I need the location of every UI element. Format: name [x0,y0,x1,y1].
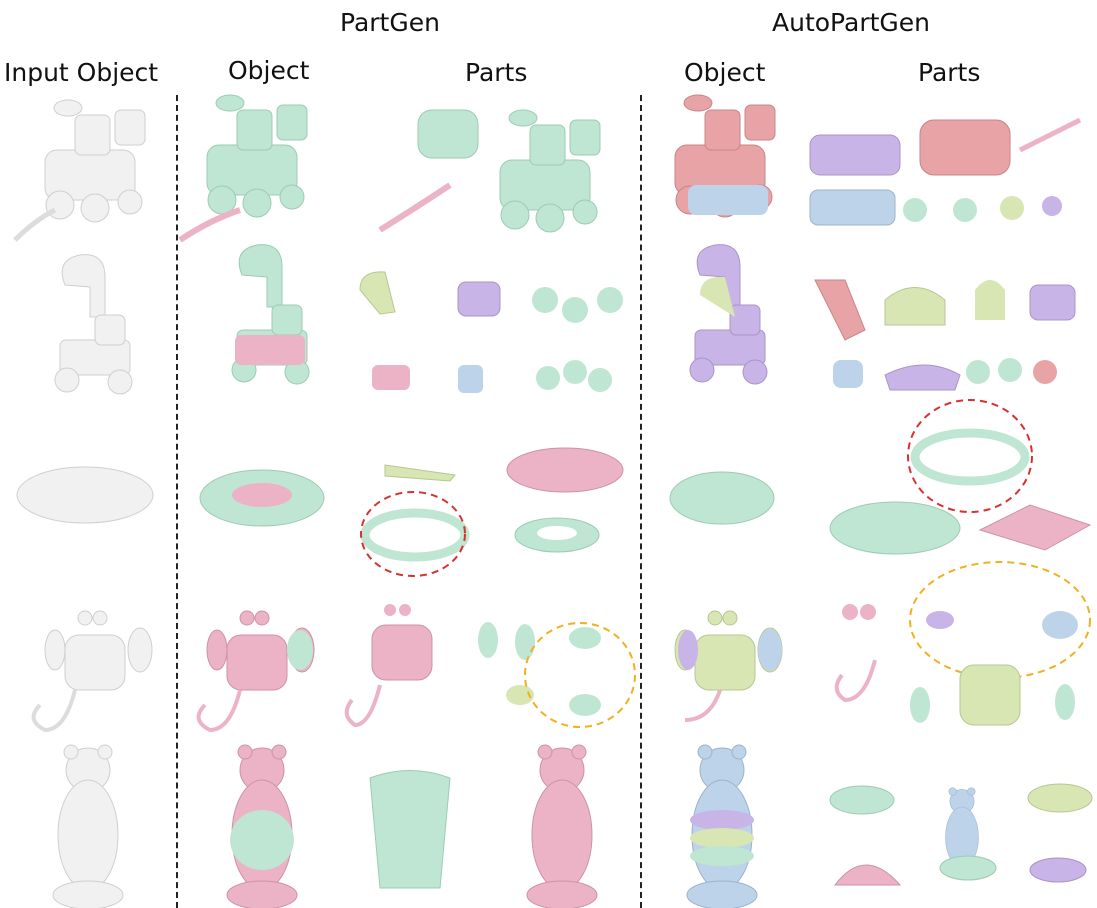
partgen-header: PartGen [340,8,440,37]
row-pull-toy [31,561,1091,733]
red-highlight-circle [360,491,466,577]
orange-highlight-circle [524,622,636,728]
autopartgen-object-header: Object [684,58,766,87]
input-object-header: Input Object [4,58,159,87]
row-crane [54,244,1076,395]
orange-highlight-circle-2 [909,561,1091,679]
autopartgen-parts-header: Parts [918,58,981,87]
partgen-parts-header: Parts [465,58,528,87]
row-train [13,94,1082,243]
separator-left [176,95,178,908]
row-clock [16,399,1092,577]
separator-right [640,95,642,908]
red-highlight-circle-2 [907,399,1033,513]
row-bear [52,744,1093,908]
partgen-object-header: Object [228,56,310,85]
autopartgen-header: AutoPartGen [772,8,930,37]
